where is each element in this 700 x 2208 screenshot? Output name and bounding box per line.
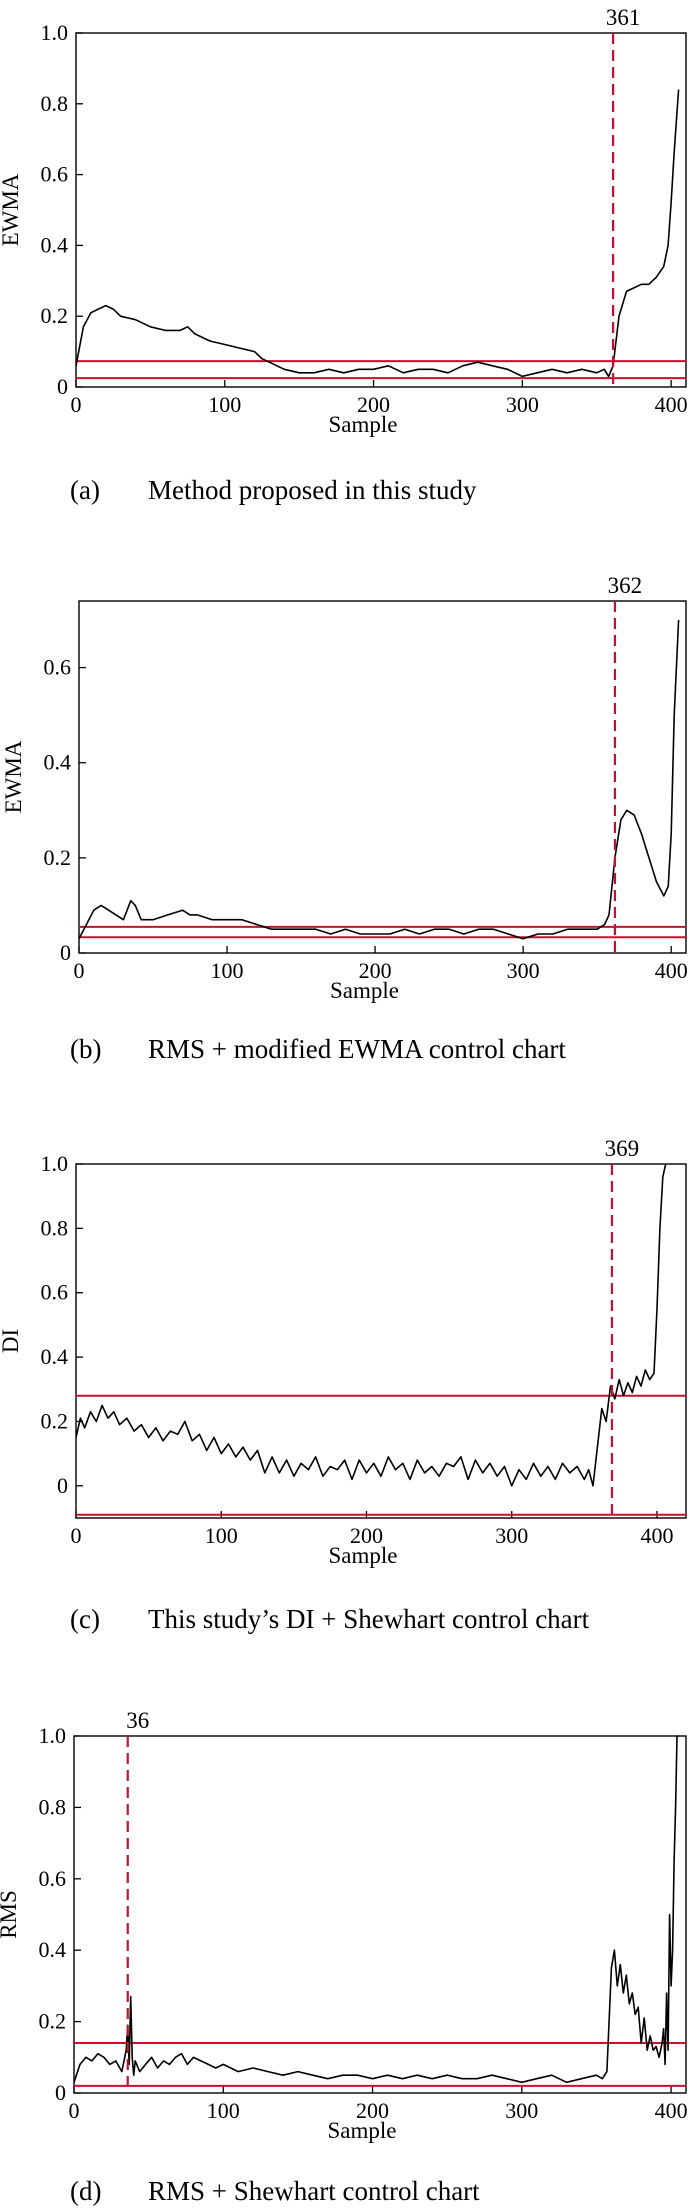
y-tick-label: 0 (60, 940, 71, 965)
data-series-line (75, 89, 680, 378)
y-tick-label: 0.4 (39, 1937, 67, 1962)
x-axis-title: Sample (330, 978, 399, 1003)
y-axis-title: EWMA (0, 173, 23, 246)
y-tick-label: 1.0 (39, 1723, 67, 1748)
x-tick-label: 300 (505, 2098, 538, 2123)
x-tick-label: 300 (506, 392, 539, 417)
caption-text: This study’s DI + Shewhart control chart (148, 1604, 590, 1634)
plot-frame (75, 1163, 687, 1519)
x-tick-label: 400 (640, 1523, 673, 1548)
caption-letter: (a) (70, 475, 100, 505)
y-tick-label: 0.4 (41, 1344, 69, 1369)
x-tick-label: 0 (71, 392, 82, 417)
caption-letter: (c) (70, 1604, 100, 1634)
caption-letter: (b) (70, 1034, 101, 1064)
x-tick-label: 100 (208, 392, 241, 417)
caption-letter: (d) (70, 2176, 101, 2206)
x-tick-label: 0 (71, 1523, 82, 1548)
y-tick-label: 0.6 (41, 1280, 69, 1305)
data-series-line (75, 1163, 667, 1487)
caption-text: RMS + modified EWMA control chart (148, 1034, 566, 1064)
data-series-line (78, 619, 680, 940)
y-axis-title: RMS (0, 1890, 21, 1939)
y-tick-label: 0.6 (44, 655, 72, 680)
x-tick-label: 300 (495, 1523, 528, 1548)
change-point-label: 369 (605, 1136, 640, 1161)
chart-panel-d: 0 100 200 300 400 0 0.2 0.4 0.6 0.8 1.0 Sample RMS 36… (0, 1708, 688, 2206)
plot-frame (73, 1735, 687, 2094)
x-tick-label: 200 (357, 392, 390, 417)
x-tick-label: 0 (74, 958, 85, 983)
x-tick-label: 400 (655, 392, 688, 417)
x-tick-label: 100 (205, 1523, 238, 1548)
x-tick-label: 100 (207, 2098, 240, 2123)
change-point-label: 361 (606, 5, 641, 30)
x-tick-label: 0 (69, 2098, 80, 2123)
x-axis-title: Sample (329, 412, 398, 437)
chart-panel-b: 0 100 200 300 400 0 0.2 0.4 0.6 Sample EWMA 362 (b) R… (1, 573, 688, 1064)
y-tick-label: 0.4 (41, 232, 69, 257)
x-tick-label: 400 (655, 958, 688, 983)
plot-frame (75, 32, 687, 388)
x-axis-title: Sample (329, 1543, 398, 1568)
y-tick-label: 0.8 (41, 91, 69, 116)
y-tick-label: 0.4 (44, 750, 72, 775)
y-tick-label: 0.2 (44, 845, 72, 870)
y-tick-label: 1.0 (41, 1151, 69, 1176)
caption-text: Method proposed in this study (148, 475, 477, 505)
y-tick-label: 0.6 (39, 1866, 67, 1891)
y-tick-label: 0.2 (41, 1408, 69, 1433)
y-tick-label: 0.6 (41, 162, 69, 187)
y-tick-label: 0.8 (41, 1215, 69, 1240)
y-axis-title: EWMA (1, 740, 26, 813)
x-tick-label: 200 (356, 2098, 389, 2123)
change-point-label: 36 (126, 1708, 149, 1733)
y-tick-label: 1.0 (41, 20, 69, 45)
y-axis-title: DI (0, 1329, 23, 1353)
caption-text: RMS + Shewhart control chart (148, 2176, 480, 2206)
change-point-label: 362 (608, 573, 643, 598)
x-tick-label: 200 (350, 1523, 383, 1548)
chart-panel-c: 0 100 200 300 400 0 0.2 0.4 0.6 0.8 1.0 Sample DI 369… (0, 1136, 687, 1634)
data-series-line (73, 1735, 679, 2084)
y-tick-label: 0.2 (41, 303, 69, 328)
plot-frame (78, 600, 687, 954)
x-tick-label: 200 (359, 958, 392, 983)
y-tick-label: 0.8 (39, 1794, 67, 1819)
x-tick-label: 100 (211, 958, 244, 983)
x-axis-title: Sample (328, 2118, 397, 2143)
y-tick-label: 0 (55, 2080, 66, 2105)
y-tick-label: 0 (57, 374, 68, 399)
chart-panel-a: 0 100 200 300 400 0 0.2 0.4 0.6 0.8 1.0 Sample EWMA 3… (0, 5, 688, 505)
y-tick-label: 0.2 (39, 2009, 67, 2034)
x-tick-label: 400 (655, 2098, 688, 2123)
y-tick-label: 0 (57, 1473, 68, 1498)
x-tick-label: 300 (507, 958, 540, 983)
